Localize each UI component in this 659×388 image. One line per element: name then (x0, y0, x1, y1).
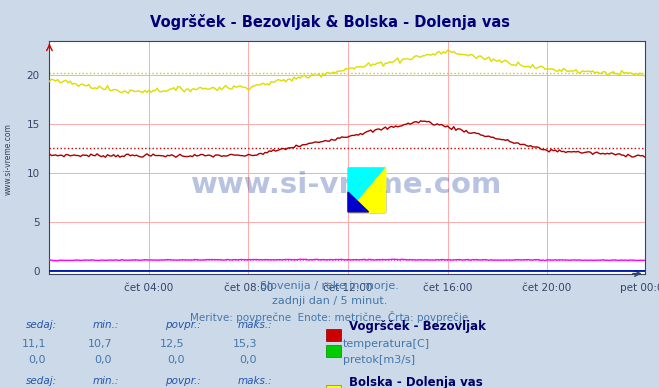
Text: sedaj:: sedaj: (26, 376, 57, 386)
Text: Meritve: povprečne  Enote: metrične  Črta: povprečje: Meritve: povprečne Enote: metrične Črta:… (190, 311, 469, 323)
Text: 0,0: 0,0 (28, 355, 46, 365)
Text: Bolska - Dolenja vas: Bolska - Dolenja vas (349, 376, 483, 388)
Text: 15,3: 15,3 (233, 339, 257, 349)
Text: Slovenija / reke in morje.: Slovenija / reke in morje. (260, 281, 399, 291)
Text: temperatura[C]: temperatura[C] (343, 339, 430, 349)
Text: maks.:: maks.: (237, 376, 272, 386)
Bar (348, 190, 366, 212)
Polygon shape (348, 168, 386, 212)
Text: 12,5: 12,5 (160, 339, 185, 349)
Text: www.si-vreme.com: www.si-vreme.com (191, 171, 503, 199)
Text: 0,0: 0,0 (239, 355, 257, 365)
Text: 0,0: 0,0 (94, 355, 112, 365)
Bar (348, 168, 366, 190)
Polygon shape (348, 192, 368, 212)
Text: pretok[m3/s]: pretok[m3/s] (343, 355, 415, 365)
Text: min.:: min.: (92, 376, 119, 386)
Text: povpr.:: povpr.: (165, 376, 200, 386)
Text: sedaj:: sedaj: (26, 320, 57, 330)
Text: Vogršček - Bezovljak & Bolska - Dolenja vas: Vogršček - Bezovljak & Bolska - Dolenja … (150, 14, 509, 29)
Bar (348, 168, 386, 212)
Bar (366, 168, 386, 190)
Text: www.si-vreme.com: www.si-vreme.com (3, 123, 13, 195)
Bar (366, 190, 386, 212)
Text: 11,1: 11,1 (22, 339, 46, 349)
Text: zadnji dan / 5 minut.: zadnji dan / 5 minut. (272, 296, 387, 306)
Text: maks.:: maks.: (237, 320, 272, 330)
Text: min.:: min.: (92, 320, 119, 330)
Text: 0,0: 0,0 (167, 355, 185, 365)
Polygon shape (348, 168, 386, 212)
Text: 10,7: 10,7 (88, 339, 112, 349)
Text: povpr.:: povpr.: (165, 320, 200, 330)
Text: Vogršček - Bezovljak: Vogršček - Bezovljak (349, 320, 486, 333)
